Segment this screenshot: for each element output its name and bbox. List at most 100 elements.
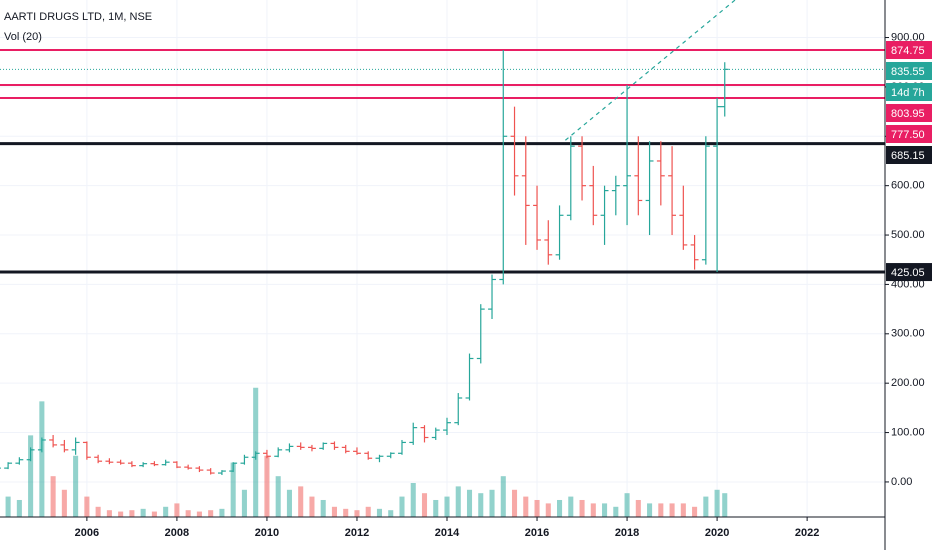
ohlc-bar [319,442,328,450]
ohlc-bar [690,235,699,270]
x-tick-label: 2022 [795,527,819,539]
ohlc-bar [476,304,485,364]
volume-bar [647,503,653,517]
x-tick-label: 2010 [255,527,279,539]
ohlc-bar [94,454,103,464]
ohlc-bar [105,458,114,465]
x-tick-label: 2018 [615,527,639,539]
ohlc-bar [634,136,643,216]
ohlc-bar [600,185,609,245]
ohlc-bar [240,454,249,465]
ohlc-bar [296,442,305,450]
ohlc-bar [566,136,575,221]
volume-bar [39,401,45,517]
ohlc-bar [71,437,80,455]
volume-bar [624,493,630,517]
volume-bar [722,493,728,517]
ohlc-bar [0,467,1,469]
volume-bar [658,503,664,517]
volume-bar [219,508,225,517]
ohlc-bar [229,462,238,473]
ohlc-bar [720,62,729,117]
price-label-box [886,124,932,143]
ohlc-bar [37,437,46,453]
volume-bar [5,496,11,517]
time-axis-bg [0,517,885,550]
volume-bar [399,496,405,517]
volume-bar [466,489,473,517]
ohlc-bar [510,106,519,196]
ohlc-bar [713,98,722,273]
volume-bar [331,506,337,517]
ohlc-bar [443,417,451,436]
volume-bar [320,499,326,517]
volume-bar [208,510,214,517]
volume-bar [478,493,484,517]
price-label: 835.55 [891,66,925,78]
volume-bar [489,489,495,517]
y-tick-label: 600.00 [891,180,925,192]
volume-bar [579,499,585,517]
price-label: 803.95 [891,108,925,120]
countdown: 14d 7h [891,87,925,99]
price-label-box [886,40,932,59]
volume-bar [129,510,135,517]
ohlc-bar [15,457,24,465]
volume-bar [568,496,574,517]
ohlc-bar [533,185,541,250]
price-label-box [886,145,932,164]
ohlc-bar [701,136,710,265]
volume-bar [16,499,22,517]
ohlc-bar [150,461,159,467]
ohlc-bar [161,459,170,466]
ohlc-bar [285,443,294,453]
volume-bar [264,455,270,517]
ohlc-bar [656,141,665,206]
x-tick-label: 2008 [165,527,189,539]
ohlc-bar [206,468,215,475]
ohlc-bar [645,141,654,236]
ohlc-bar [217,470,226,476]
price-label: 874.75 [891,45,925,57]
x-tick-label: 2006 [75,527,99,539]
ohlc-bar [127,461,136,468]
volume-bar [410,482,416,517]
volume-bar [692,506,698,517]
plot-area [0,0,885,517]
x-tick-label: 2012 [345,527,369,539]
volume-bar [511,489,518,517]
ohlc-bar [251,451,260,460]
ohlc-bar [139,462,148,468]
volume-bar [140,508,146,517]
volume-bar [669,503,675,517]
volume-bar [95,506,101,517]
ohlc-bar [26,447,35,462]
volume-bar [298,486,304,517]
price-label: 777.50 [891,129,925,141]
ohlc-bar [4,462,13,470]
volume-bar [635,499,641,517]
volume-bar [106,510,112,517]
ohlc-bar [499,49,508,285]
volume-bar [241,489,247,517]
volume-bar [590,503,596,517]
price-label: 685.15 [891,150,925,162]
volume-bar [534,499,540,517]
volume-bar [376,508,383,517]
ohlc-bar [420,425,429,443]
volume-bar [28,435,34,517]
volume-bar [680,503,686,517]
y-tick-label: 500.00 [891,229,925,241]
price-label-box [886,103,932,122]
y-tick-label: 900.00 [891,31,925,43]
volume-bar [309,496,315,517]
ohlc-bar [195,466,204,473]
volume-bar [500,476,506,517]
volume-bar [73,455,79,517]
volume-bar [433,499,439,517]
volume-bar [196,511,202,517]
volume-bar [714,489,720,517]
volume-bar [343,508,349,517]
ohlc-bar [465,353,474,401]
